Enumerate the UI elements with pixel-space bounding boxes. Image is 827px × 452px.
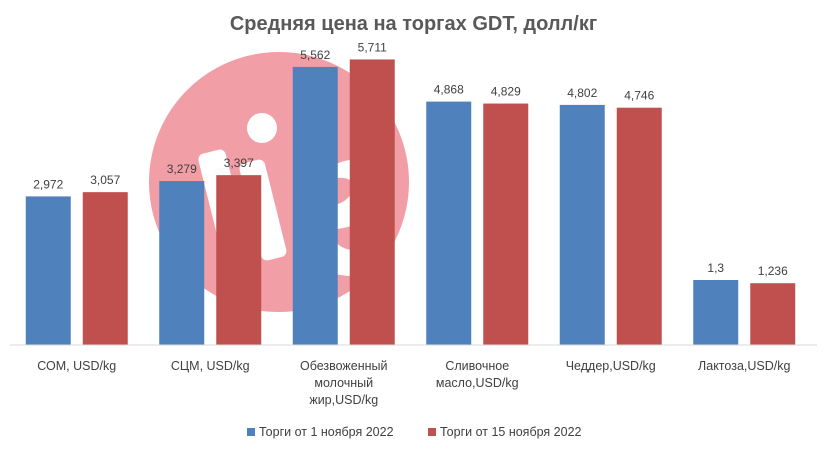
category-label-2: СЦМ, USD/kg bbox=[171, 359, 250, 373]
data-label-series-2-cat-6: 1,236 bbox=[758, 264, 788, 278]
data-label-series-1-cat-1: 2,972 bbox=[33, 177, 63, 191]
data-label-series-2-cat-1: 3,057 bbox=[90, 173, 120, 187]
data-label-series-1-cat-2: 3,279 bbox=[167, 162, 197, 176]
chart-title: Средняя цена на торгах GDT, долл/кг bbox=[230, 13, 597, 35]
legend-label-series-2: Торги от 15 ноября 2022 bbox=[440, 425, 582, 439]
bar-series-1-cat-3 bbox=[292, 66, 338, 346]
category-label-4: Сливочное масло,USD/kg bbox=[436, 359, 519, 390]
category-label-6: Лактоза,USD/kg bbox=[698, 359, 790, 373]
category-labels-layer: СОМ, USD/kg СЦМ, USD/kg Обезвоженный молочн… bbox=[37, 359, 790, 407]
data-labels-layer: 2,972 3,057 3,279 3,397 5,562 5,711 4,868 4,829… bbox=[33, 40, 788, 278]
legend-swatch-series-1 bbox=[247, 428, 255, 436]
category-label-3: Обезвоженный молочный жир,USD/kg bbox=[300, 359, 388, 407]
legend: Торги от 1 ноября 2022 Торги от 15 ноябр… bbox=[247, 425, 582, 439]
bar-series-2-cat-4 bbox=[483, 103, 529, 345]
data-label-series-1-cat-6: 1,3 bbox=[707, 261, 724, 275]
legend-label-series-1: Торги от 1 ноября 2022 bbox=[259, 425, 394, 439]
bar-series-2-cat-3 bbox=[349, 59, 395, 345]
data-label-series-1-cat-3: 5,562 bbox=[300, 48, 330, 62]
bars-layer bbox=[25, 59, 796, 346]
bar-series-1-cat-1 bbox=[25, 196, 71, 345]
data-label-series-2-cat-5: 4,746 bbox=[624, 89, 654, 103]
bar-series-1-cat-2 bbox=[159, 181, 205, 345]
bar-series-2-cat-1 bbox=[82, 192, 128, 345]
data-label-series-2-cat-3: 5,711 bbox=[358, 40, 387, 54]
data-label-series-2-cat-4: 4,829 bbox=[491, 85, 521, 99]
data-label-series-1-cat-5: 4,802 bbox=[567, 86, 597, 100]
bar-series-2-cat-6 bbox=[750, 283, 796, 345]
bar-series-2-cat-2 bbox=[216, 175, 262, 345]
data-label-series-2-cat-2: 3,397 bbox=[224, 156, 254, 170]
category-label-5: Чеддер,USD/kg bbox=[566, 359, 656, 373]
bar-series-1-cat-5 bbox=[559, 104, 605, 346]
bar-series-2-cat-5 bbox=[616, 107, 662, 345]
data-label-series-1-cat-4: 4,868 bbox=[434, 83, 464, 97]
bar-series-1-cat-6 bbox=[693, 280, 739, 345]
legend-swatch-series-2 bbox=[428, 428, 436, 436]
category-label-1: СОМ, USD/kg bbox=[37, 359, 116, 373]
bar-series-1-cat-4 bbox=[426, 101, 472, 345]
